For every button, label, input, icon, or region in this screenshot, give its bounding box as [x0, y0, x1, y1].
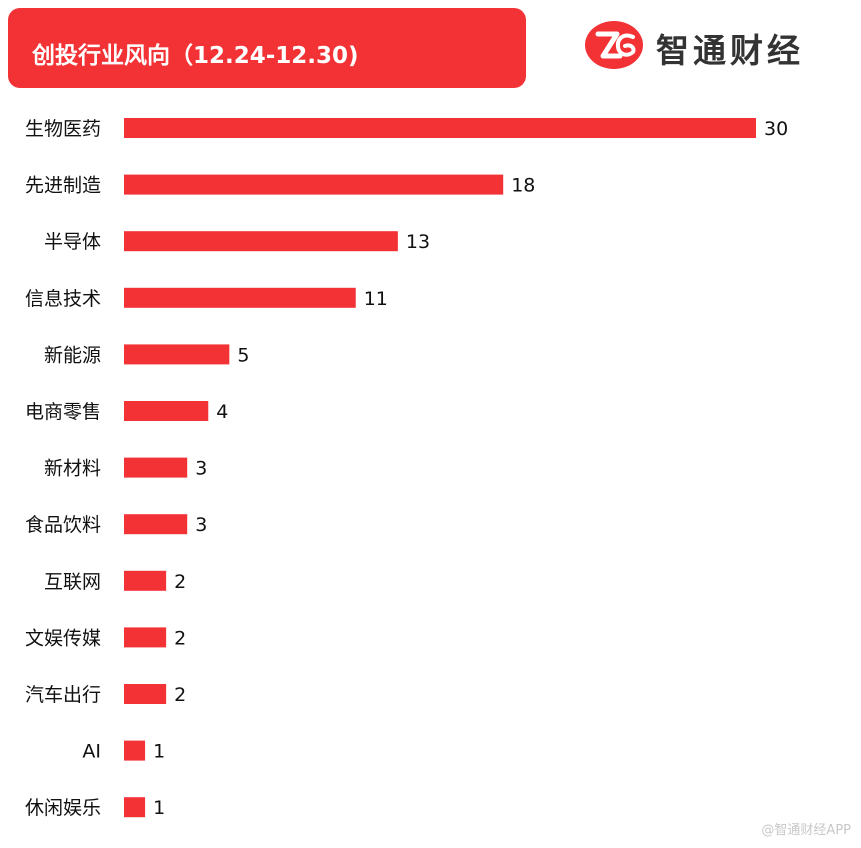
value-label: 18 [511, 175, 535, 197]
value-label: 1 [153, 741, 165, 763]
bar [124, 174, 504, 195]
chart-title: 创投行业风向（12.24-12.30) [32, 43, 359, 69]
category-label: 生物医药 [25, 118, 101, 140]
value-label: 13 [406, 231, 430, 253]
watermark: @智通财经APP [761, 823, 851, 838]
bar [124, 684, 167, 704]
category-label: 休闲娱乐 [25, 797, 101, 819]
bar [124, 344, 230, 365]
bar [124, 118, 756, 138]
category-label: 食品饮料 [25, 514, 101, 536]
category-label: 汽车出行 [25, 684, 101, 706]
value-label: 2 [174, 571, 186, 593]
category-label: 先进制造 [25, 175, 101, 197]
bar [124, 570, 167, 591]
category-label: 文娱传媒 [25, 627, 101, 649]
bar [124, 287, 356, 308]
bar [124, 797, 146, 818]
value-label: 4 [216, 401, 228, 423]
category-label: 新能源 [44, 344, 101, 366]
logo-text: 智通财经 [656, 31, 804, 70]
value-label: 3 [195, 514, 207, 536]
category-label: 电商零售 [25, 401, 101, 423]
category-label: AI [82, 741, 101, 763]
category-label: 互联网 [44, 571, 101, 593]
category-label: 新材料 [44, 458, 101, 480]
value-label: 2 [174, 627, 186, 649]
bar [124, 401, 209, 421]
bar [124, 514, 188, 535]
category-label: 半导体 [44, 231, 101, 253]
zhitong-logo-icon [585, 21, 643, 69]
title-banner: 创投行业风向（12.24-12.30) [8, 8, 526, 88]
bar [124, 740, 146, 761]
value-label: 5 [237, 344, 249, 366]
bar [124, 457, 188, 478]
bar [124, 627, 167, 648]
value-label: 2 [174, 684, 186, 706]
value-label: 11 [364, 288, 388, 310]
value-label: 3 [195, 458, 207, 480]
value-label: 1 [153, 797, 165, 819]
value-label: 30 [764, 118, 788, 140]
bar [124, 231, 398, 252]
brand-logo: 智通财经 [584, 18, 834, 74]
category-label: 信息技术 [25, 288, 101, 310]
